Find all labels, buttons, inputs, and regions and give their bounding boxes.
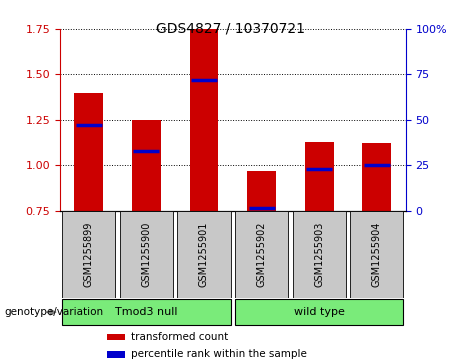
Text: GSM1255901: GSM1255901 [199, 221, 209, 287]
Text: genotype/variation: genotype/variation [5, 307, 104, 317]
Text: transformed count: transformed count [131, 332, 228, 342]
Bar [107, 351, 125, 358]
Bar [177, 211, 230, 298]
Bar [235, 211, 288, 298]
Bar [362, 143, 391, 211]
Text: GSM1255899: GSM1255899 [84, 221, 94, 287]
Text: Tmod3 null: Tmod3 null [115, 307, 177, 317]
Text: GSM1255903: GSM1255903 [314, 221, 324, 287]
Text: GSM1255902: GSM1255902 [257, 221, 266, 287]
Bar [189, 29, 219, 211]
Text: GSM1255900: GSM1255900 [142, 221, 151, 287]
Bar [305, 142, 334, 211]
Text: GSM1255904: GSM1255904 [372, 221, 382, 287]
Bar [132, 120, 161, 211]
Bar [293, 211, 346, 298]
Bar [62, 299, 230, 325]
Bar [62, 211, 115, 298]
Text: percentile rank within the sample: percentile rank within the sample [131, 349, 307, 359]
Bar [350, 211, 403, 298]
Bar [247, 171, 276, 211]
Text: wild type: wild type [294, 307, 345, 317]
Bar [107, 334, 125, 340]
Text: GDS4827 / 10370721: GDS4827 / 10370721 [156, 22, 305, 36]
Bar [74, 93, 103, 211]
Bar [235, 299, 403, 325]
Bar [120, 211, 173, 298]
